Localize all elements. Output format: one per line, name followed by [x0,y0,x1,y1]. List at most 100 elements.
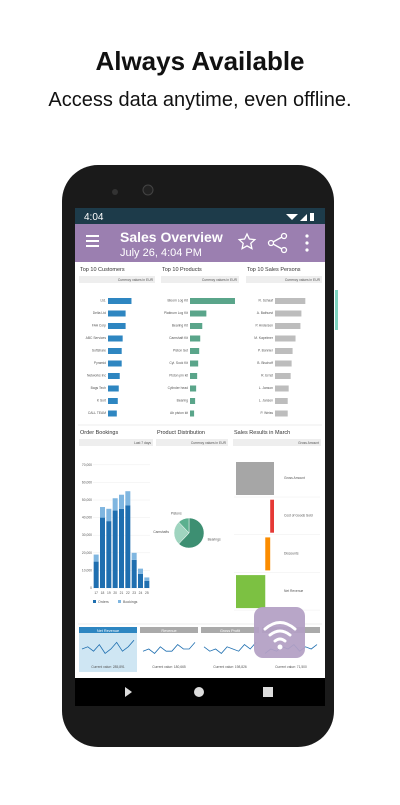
bar-label: L. Jansen [259,399,273,403]
panel-title: Product Distribution [157,430,205,436]
bar [108,323,126,329]
sparkline [81,639,135,654]
bar [190,373,198,379]
bar-segment [144,580,150,588]
y-tick-label: 10,000 [82,568,92,572]
kpi-highlight [79,627,137,672]
panel-toolbar [161,276,239,283]
bar-label: Networks Inc [87,374,106,378]
bar-label: P. Weiss [260,411,273,415]
waterfall-bar [265,537,271,571]
clock: 4:04 [84,212,104,223]
bar [190,323,203,329]
bar-segment [138,573,143,588]
bar-label: Ltd. [101,299,107,303]
bar-segment [100,507,105,518]
recents-button[interactable] [263,687,273,697]
dashboard: Top 10 Customers Currency values in EUR Lt… [78,267,322,672]
menu-button[interactable] [86,235,99,247]
bar-label: Delta Ltd [93,311,106,315]
bar-segment [125,491,131,506]
panel-toolbar [79,276,155,283]
x-tick-label: 23 [132,591,136,595]
bar-segment [138,568,143,574]
bar [275,385,289,392]
more-button[interactable] [305,234,309,252]
bar-segment [125,505,131,588]
bar [275,373,291,379]
bar [275,410,288,417]
panel-note: Gross Amount [298,441,319,445]
panel-note: Currency values in EUR [285,278,321,282]
bar [108,410,117,417]
pie-slice [178,517,190,534]
bar-label: CALL TEAM [88,411,106,415]
row-label: Gross Amount [284,476,305,480]
bar [190,360,199,367]
panel-toolbar [156,439,228,446]
pie-slice [178,517,205,549]
battery [310,213,314,221]
bar-segment [112,510,118,588]
bar [108,360,122,367]
bar-label: L. Janson [259,386,273,390]
bar [275,360,292,367]
kpi-header [140,627,198,633]
waterfall-bar [236,575,266,609]
bar-segment [131,559,137,588]
home-button[interactable] [194,687,204,697]
bar-segment [106,521,112,588]
bar-label: Pyramid [94,361,106,365]
panel-toolbar [79,439,153,446]
bar-label: Camshaft Kit [169,336,188,340]
sparkline [142,642,196,654]
bar-segment [119,508,124,588]
x-tick-label: 22 [126,591,130,595]
bar [190,410,195,417]
bar-label: Bearing Kit [172,324,188,328]
bar-label: K Sort [97,399,106,403]
bar-label: Bloom Log Kit [167,299,188,303]
bar-label: Cylinder head [168,386,189,390]
bar-label: M. Kapelmer [254,336,274,340]
kpi-caption: Current value: 285,891 [91,665,125,669]
bar [190,335,201,342]
bar [190,310,207,317]
camera [142,184,154,196]
y-tick-label: 50,000 [82,498,92,502]
side-key [335,290,338,330]
bar [275,348,293,354]
panel-note: Currency values in EUR [118,278,154,282]
bar-segment [144,577,150,581]
wifi-status [286,214,298,220]
y-tick-label: 40,000 [82,516,92,520]
row-label: Cost of Goods Sold [284,514,313,518]
panel-note: Currency values in EUR [191,441,227,445]
bar [108,335,123,342]
bar-label: Piston Set [173,349,188,353]
panel-title: Sales Results in March [234,430,290,436]
x-tick-label: 21 [120,591,124,595]
favorite-button[interactable] [237,232,257,250]
bar [275,298,306,304]
bar-label: B. Bischoff [257,361,273,365]
bar [108,298,132,304]
bar [108,373,120,379]
bar-label: R. Ernst [261,374,273,378]
bar-segment [112,498,118,511]
app-title: Sales Overview [120,229,223,245]
x-tick-label: 25 [145,591,149,595]
share-button[interactable] [267,232,288,254]
bar-label: FAA Corp [92,324,106,328]
bar-label: P. Bonnier [258,349,274,353]
panel-title: Top 10 Sales Persons [247,267,301,273]
panel-title: Top 10 Products [162,267,202,273]
legend-label: Orders [98,600,109,604]
x-tick-label: 20 [113,591,117,595]
panel-title: Order Bookings [80,430,118,436]
back-button[interactable] [125,687,132,697]
bar-label: Piston pin kit [169,374,188,378]
kpi-title: Gross Profit [220,629,241,633]
